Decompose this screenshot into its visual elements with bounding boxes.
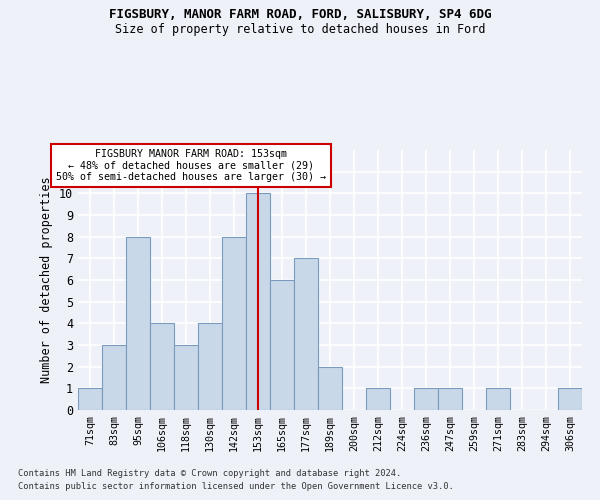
Bar: [318, 366, 342, 410]
Text: Size of property relative to detached houses in Ford: Size of property relative to detached ho…: [115, 22, 485, 36]
Bar: [270, 280, 294, 410]
Bar: [246, 194, 270, 410]
Bar: [174, 345, 198, 410]
Bar: [78, 388, 102, 410]
Y-axis label: Number of detached properties: Number of detached properties: [40, 176, 53, 384]
Bar: [198, 324, 222, 410]
Bar: [486, 388, 510, 410]
Text: Contains HM Land Registry data © Crown copyright and database right 2024.: Contains HM Land Registry data © Crown c…: [18, 468, 401, 477]
Text: Contains public sector information licensed under the Open Government Licence v3: Contains public sector information licen…: [18, 482, 454, 491]
Bar: [414, 388, 438, 410]
Bar: [558, 388, 582, 410]
Bar: [366, 388, 390, 410]
Bar: [102, 345, 126, 410]
Bar: [438, 388, 462, 410]
Bar: [126, 236, 150, 410]
Bar: [150, 324, 174, 410]
Bar: [294, 258, 318, 410]
Text: FIGSBURY, MANOR FARM ROAD, FORD, SALISBURY, SP4 6DG: FIGSBURY, MANOR FARM ROAD, FORD, SALISBU…: [109, 8, 491, 20]
Bar: [222, 236, 246, 410]
Text: FIGSBURY MANOR FARM ROAD: 153sqm
← 48% of detached houses are smaller (29)
50% o: FIGSBURY MANOR FARM ROAD: 153sqm ← 48% o…: [56, 148, 326, 182]
